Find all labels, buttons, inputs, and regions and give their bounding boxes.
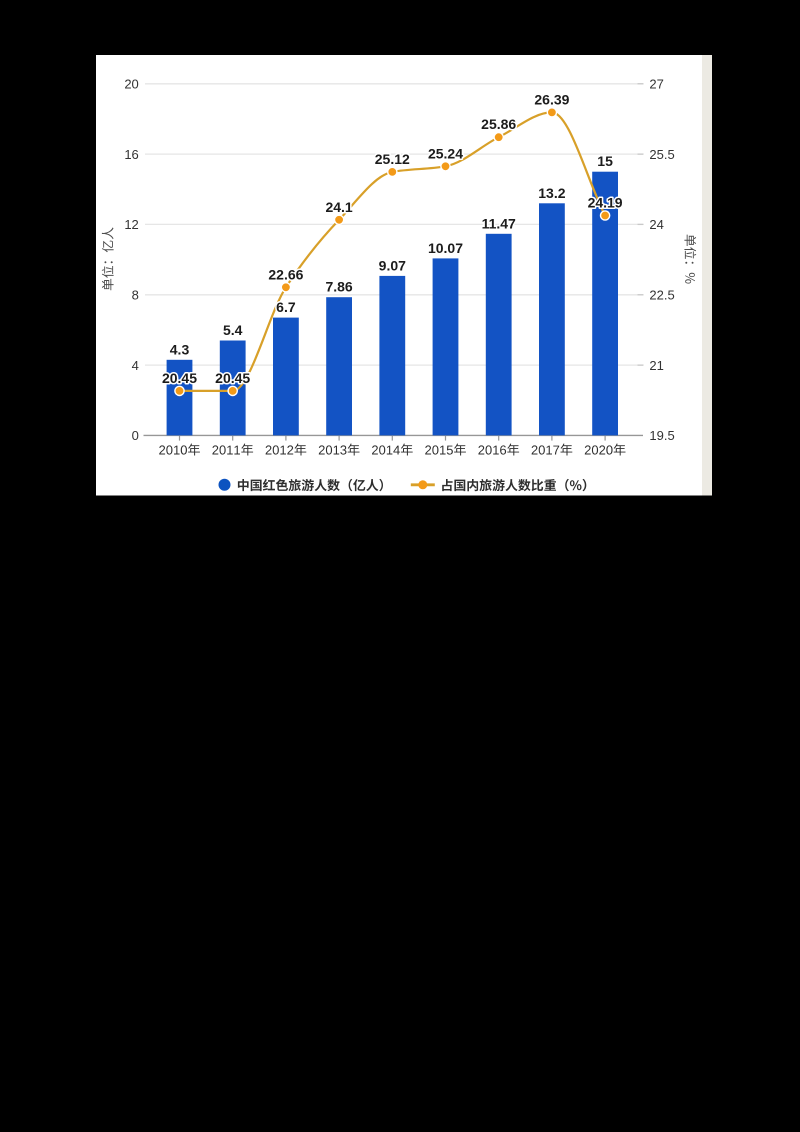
svg-text:20.45: 20.45	[215, 370, 250, 386]
svg-text:22.66: 22.66	[268, 266, 303, 282]
svg-text:4.3: 4.3	[170, 341, 190, 357]
svg-text:25.12: 25.12	[375, 151, 410, 167]
svg-text:0: 0	[132, 428, 139, 443]
svg-text:16: 16	[124, 147, 138, 162]
svg-text:20: 20	[124, 77, 138, 92]
svg-text:22.5: 22.5	[649, 288, 674, 303]
svg-text:25.5: 25.5	[649, 147, 674, 162]
svg-text:24.1: 24.1	[325, 199, 352, 215]
svg-text:25.86: 25.86	[481, 116, 516, 132]
svg-text:10.07: 10.07	[428, 240, 463, 256]
svg-text:19.5: 19.5	[649, 428, 674, 443]
svg-text:9.07: 9.07	[379, 257, 406, 273]
svg-text:12: 12	[124, 217, 138, 232]
svg-text:24.19: 24.19	[588, 195, 623, 211]
svg-text:13.2: 13.2	[538, 185, 565, 201]
svg-text:8: 8	[132, 288, 139, 303]
svg-text:6.7: 6.7	[276, 299, 296, 315]
svg-text:26.39: 26.39	[534, 91, 569, 107]
svg-text:11.47: 11.47	[482, 215, 516, 231]
svg-text:25.24: 25.24	[428, 145, 463, 161]
svg-text:20.45: 20.45	[162, 370, 197, 386]
svg-text:5.4: 5.4	[223, 322, 243, 338]
svg-text:4: 4	[132, 358, 139, 373]
svg-text:21: 21	[649, 358, 663, 373]
svg-text:24: 24	[649, 217, 663, 232]
svg-text:27: 27	[649, 77, 663, 92]
svg-text:7.86: 7.86	[325, 279, 352, 295]
svg-text:15: 15	[597, 153, 613, 169]
